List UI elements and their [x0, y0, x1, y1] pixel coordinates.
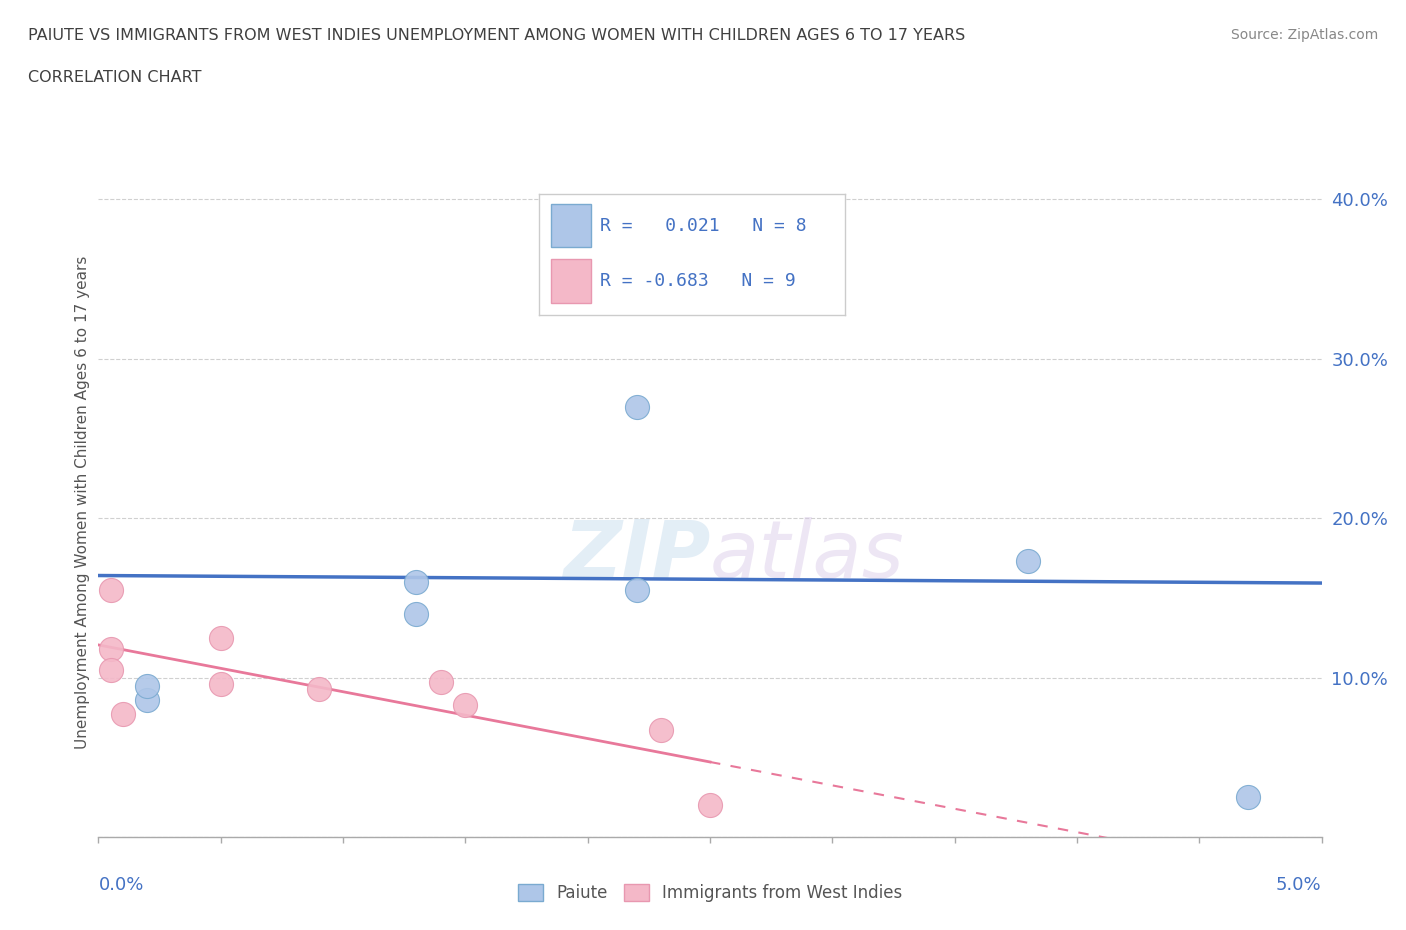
Point [136, 693, 159, 708]
Point [405, 606, 427, 621]
Text: R =   0.021   N = 8: R = 0.021 N = 8 [600, 217, 807, 234]
Point [626, 582, 648, 597]
Point [308, 682, 330, 697]
Text: 5.0%: 5.0% [1277, 876, 1322, 894]
Text: ZIP: ZIP [562, 517, 710, 595]
Bar [551, 204, 591, 247]
Point [100, 582, 122, 597]
Point [209, 676, 232, 691]
Point [626, 399, 648, 414]
Bar [551, 259, 591, 302]
Text: atlas: atlas [710, 517, 905, 595]
Point [626, 263, 648, 278]
Text: R = -0.683   N = 9: R = -0.683 N = 9 [600, 272, 796, 290]
Text: PAIUTE VS IMMIGRANTS FROM WEST INDIES UNEMPLOYMENT AMONG WOMEN WITH CHILDREN AGE: PAIUTE VS IMMIGRANTS FROM WEST INDIES UN… [28, 28, 966, 43]
Point [100, 642, 122, 657]
Point [699, 798, 721, 813]
Point [111, 707, 134, 722]
Point [100, 662, 122, 677]
Point [454, 698, 477, 712]
Text: 0.0%: 0.0% [98, 876, 143, 894]
Y-axis label: Unemployment Among Women with Children Ages 6 to 17 years: Unemployment Among Women with Children A… [75, 256, 90, 749]
Point [209, 631, 232, 645]
Point [136, 678, 159, 693]
Point [650, 723, 672, 737]
Point [430, 675, 453, 690]
Point [405, 575, 427, 590]
Point [1237, 790, 1260, 804]
Text: CORRELATION CHART: CORRELATION CHART [28, 70, 201, 85]
Legend: Paiute, Immigrants from West Indies: Paiute, Immigrants from West Indies [510, 878, 910, 909]
Text: Source: ZipAtlas.com: Source: ZipAtlas.com [1230, 28, 1378, 42]
Point [1017, 553, 1039, 568]
